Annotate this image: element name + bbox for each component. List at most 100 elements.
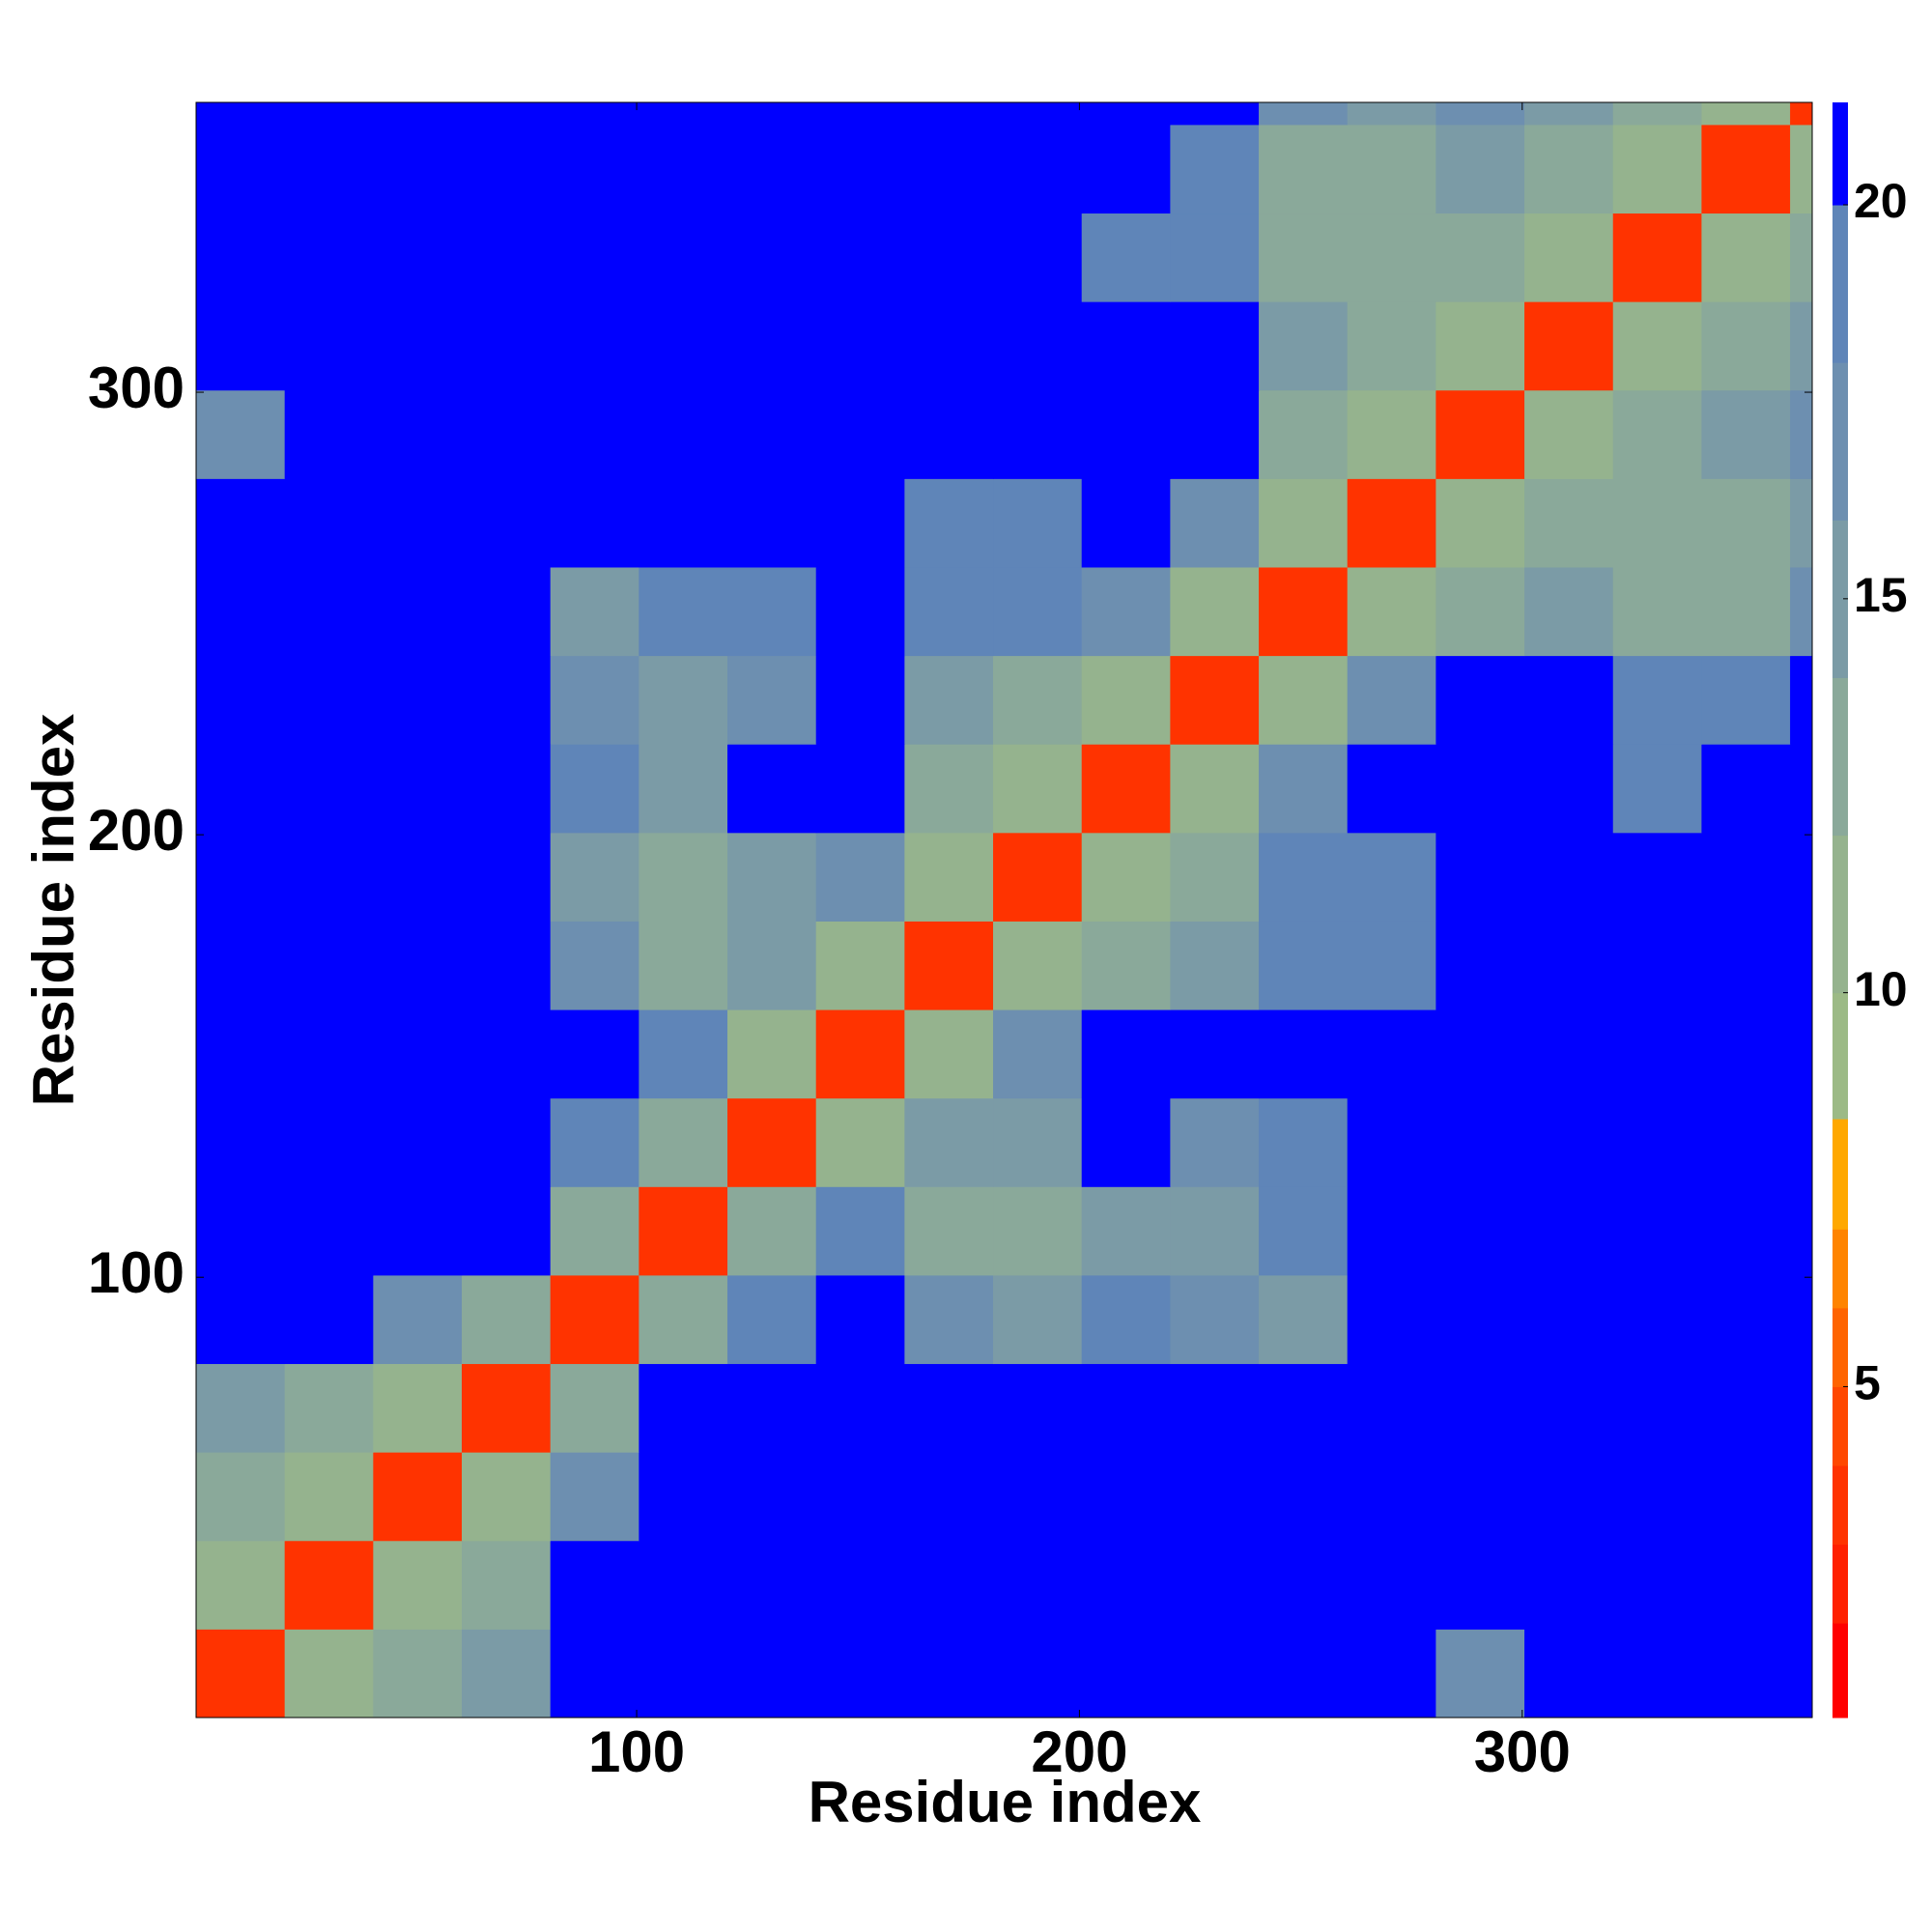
heatmap-cell <box>284 102 374 126</box>
heatmap-cell <box>462 389 552 479</box>
heatmap-cell <box>550 1540 639 1630</box>
heatmap-cell <box>904 1097 994 1187</box>
heatmap-cell <box>284 1540 374 1630</box>
heatmap-cell <box>1701 832 1791 922</box>
colorbar-band <box>1833 1119 1848 1230</box>
heatmap-cell <box>462 124 552 214</box>
heatmap-cell <box>639 1629 728 1719</box>
heatmap-cell <box>1701 478 1791 568</box>
heatmap-cell <box>1790 478 1813 568</box>
heatmap-cell <box>550 124 639 214</box>
heatmap-cell <box>196 832 286 922</box>
heatmap-cell <box>462 832 552 922</box>
heatmap-cell <box>1701 1363 1791 1453</box>
heatmap-cell <box>904 1009 994 1099</box>
heatmap-cell <box>196 655 286 745</box>
heatmap-cell <box>1524 1097 1614 1187</box>
heatmap-cell <box>1701 566 1791 657</box>
colorbar-tick-label: 15 <box>1854 568 1908 622</box>
heatmap-cell <box>284 389 374 479</box>
heatmap-cell <box>1347 1363 1436 1453</box>
heatmap-cell <box>373 1009 463 1099</box>
heatmap-cell <box>1347 1274 1436 1365</box>
heatmap-cell <box>1347 1629 1436 1719</box>
heatmap-cell <box>1170 744 1260 834</box>
heatmap-cell <box>1170 566 1260 657</box>
heatmap-cell <box>1435 1009 1525 1099</box>
heatmap-cell <box>1435 1629 1525 1719</box>
heatmap-cell <box>550 1009 639 1099</box>
heatmap-cell <box>1347 301 1436 391</box>
heatmap-cell <box>1435 389 1525 479</box>
heatmap-cell <box>373 1540 463 1630</box>
heatmap-cell <box>1612 213 1702 302</box>
x-tick-label: 100 <box>588 1719 685 1784</box>
heatmap-cell <box>1347 478 1436 568</box>
heatmap-cell <box>1612 1186 1702 1276</box>
heatmap-cell <box>284 744 374 834</box>
heatmap-cell <box>904 566 994 657</box>
heatmap-cell <box>1701 921 1791 1010</box>
heatmap-cell <box>1790 1274 1813 1365</box>
heatmap-cell <box>1347 1097 1436 1187</box>
heatmap-cell <box>993 1452 1083 1542</box>
heatmap-cell <box>639 566 728 657</box>
heatmap-cell <box>1524 1274 1614 1365</box>
heatmap-cell <box>1435 1274 1525 1365</box>
heatmap-cell <box>993 301 1083 391</box>
heatmap-cell <box>1701 1540 1791 1630</box>
heatmap-cell <box>373 832 463 922</box>
heatmap-cell <box>1612 1274 1702 1365</box>
heatmap-cell <box>1081 744 1171 834</box>
heatmap-cell <box>1790 832 1813 922</box>
heatmap-cell <box>1524 1452 1614 1542</box>
heatmap-cell <box>373 1629 463 1719</box>
heatmap-cell <box>639 478 728 568</box>
heatmap-cell <box>373 102 463 126</box>
colorbar-band <box>1833 1386 1848 1466</box>
heatmap-cell <box>284 478 374 568</box>
heatmap-cell <box>815 832 905 922</box>
heatmap-cell <box>1701 1186 1791 1276</box>
heatmap-cell <box>550 389 639 479</box>
heatmap-cell <box>1170 1452 1260 1542</box>
heatmap-cell <box>1435 124 1525 214</box>
heatmap-cell <box>727 102 817 126</box>
heatmap-cell <box>196 389 286 479</box>
heatmap-cell <box>284 1009 374 1099</box>
heatmap-cell <box>1612 124 1702 214</box>
heatmap-cell <box>462 566 552 657</box>
heatmap-cell <box>1259 1274 1349 1365</box>
heatmap-cell <box>639 655 728 745</box>
plot-frame <box>195 101 1813 1719</box>
heatmap-cell <box>373 124 463 214</box>
heatmap-cell <box>993 478 1083 568</box>
heatmap-cell <box>639 213 728 302</box>
heatmap-cell <box>904 1540 994 1630</box>
heatmap-cell <box>1081 1452 1171 1542</box>
heatmap-cell <box>1170 389 1260 479</box>
heatmap-cell <box>462 478 552 568</box>
heatmap-cell <box>1435 1540 1525 1630</box>
heatmap-cell <box>727 1009 817 1099</box>
heatmap-cell <box>1259 1186 1349 1276</box>
heatmap-cell <box>904 1363 994 1453</box>
heatmap-cell <box>284 124 374 214</box>
heatmap-cell <box>1790 124 1813 214</box>
heatmap-cell <box>1259 213 1349 302</box>
heatmap-cell <box>993 1097 1083 1187</box>
heatmap-cell <box>196 1274 286 1365</box>
heatmap-cell <box>904 102 994 126</box>
heatmap-cell <box>1435 301 1525 391</box>
heatmap-cell <box>1347 1009 1436 1099</box>
heatmap-cell <box>1347 1540 1436 1630</box>
heatmap-cell <box>1612 566 1702 657</box>
heatmap-cell <box>196 102 286 126</box>
heatmap-cell <box>1081 478 1171 568</box>
x-tick-label: 200 <box>1031 1719 1127 1784</box>
heatmap-cell <box>373 744 463 834</box>
colorbar-tick-label: 20 <box>1854 174 1908 228</box>
heatmap-cell <box>815 1009 905 1099</box>
heatmap-cell <box>815 301 905 391</box>
heatmap-cell <box>1170 1274 1260 1365</box>
